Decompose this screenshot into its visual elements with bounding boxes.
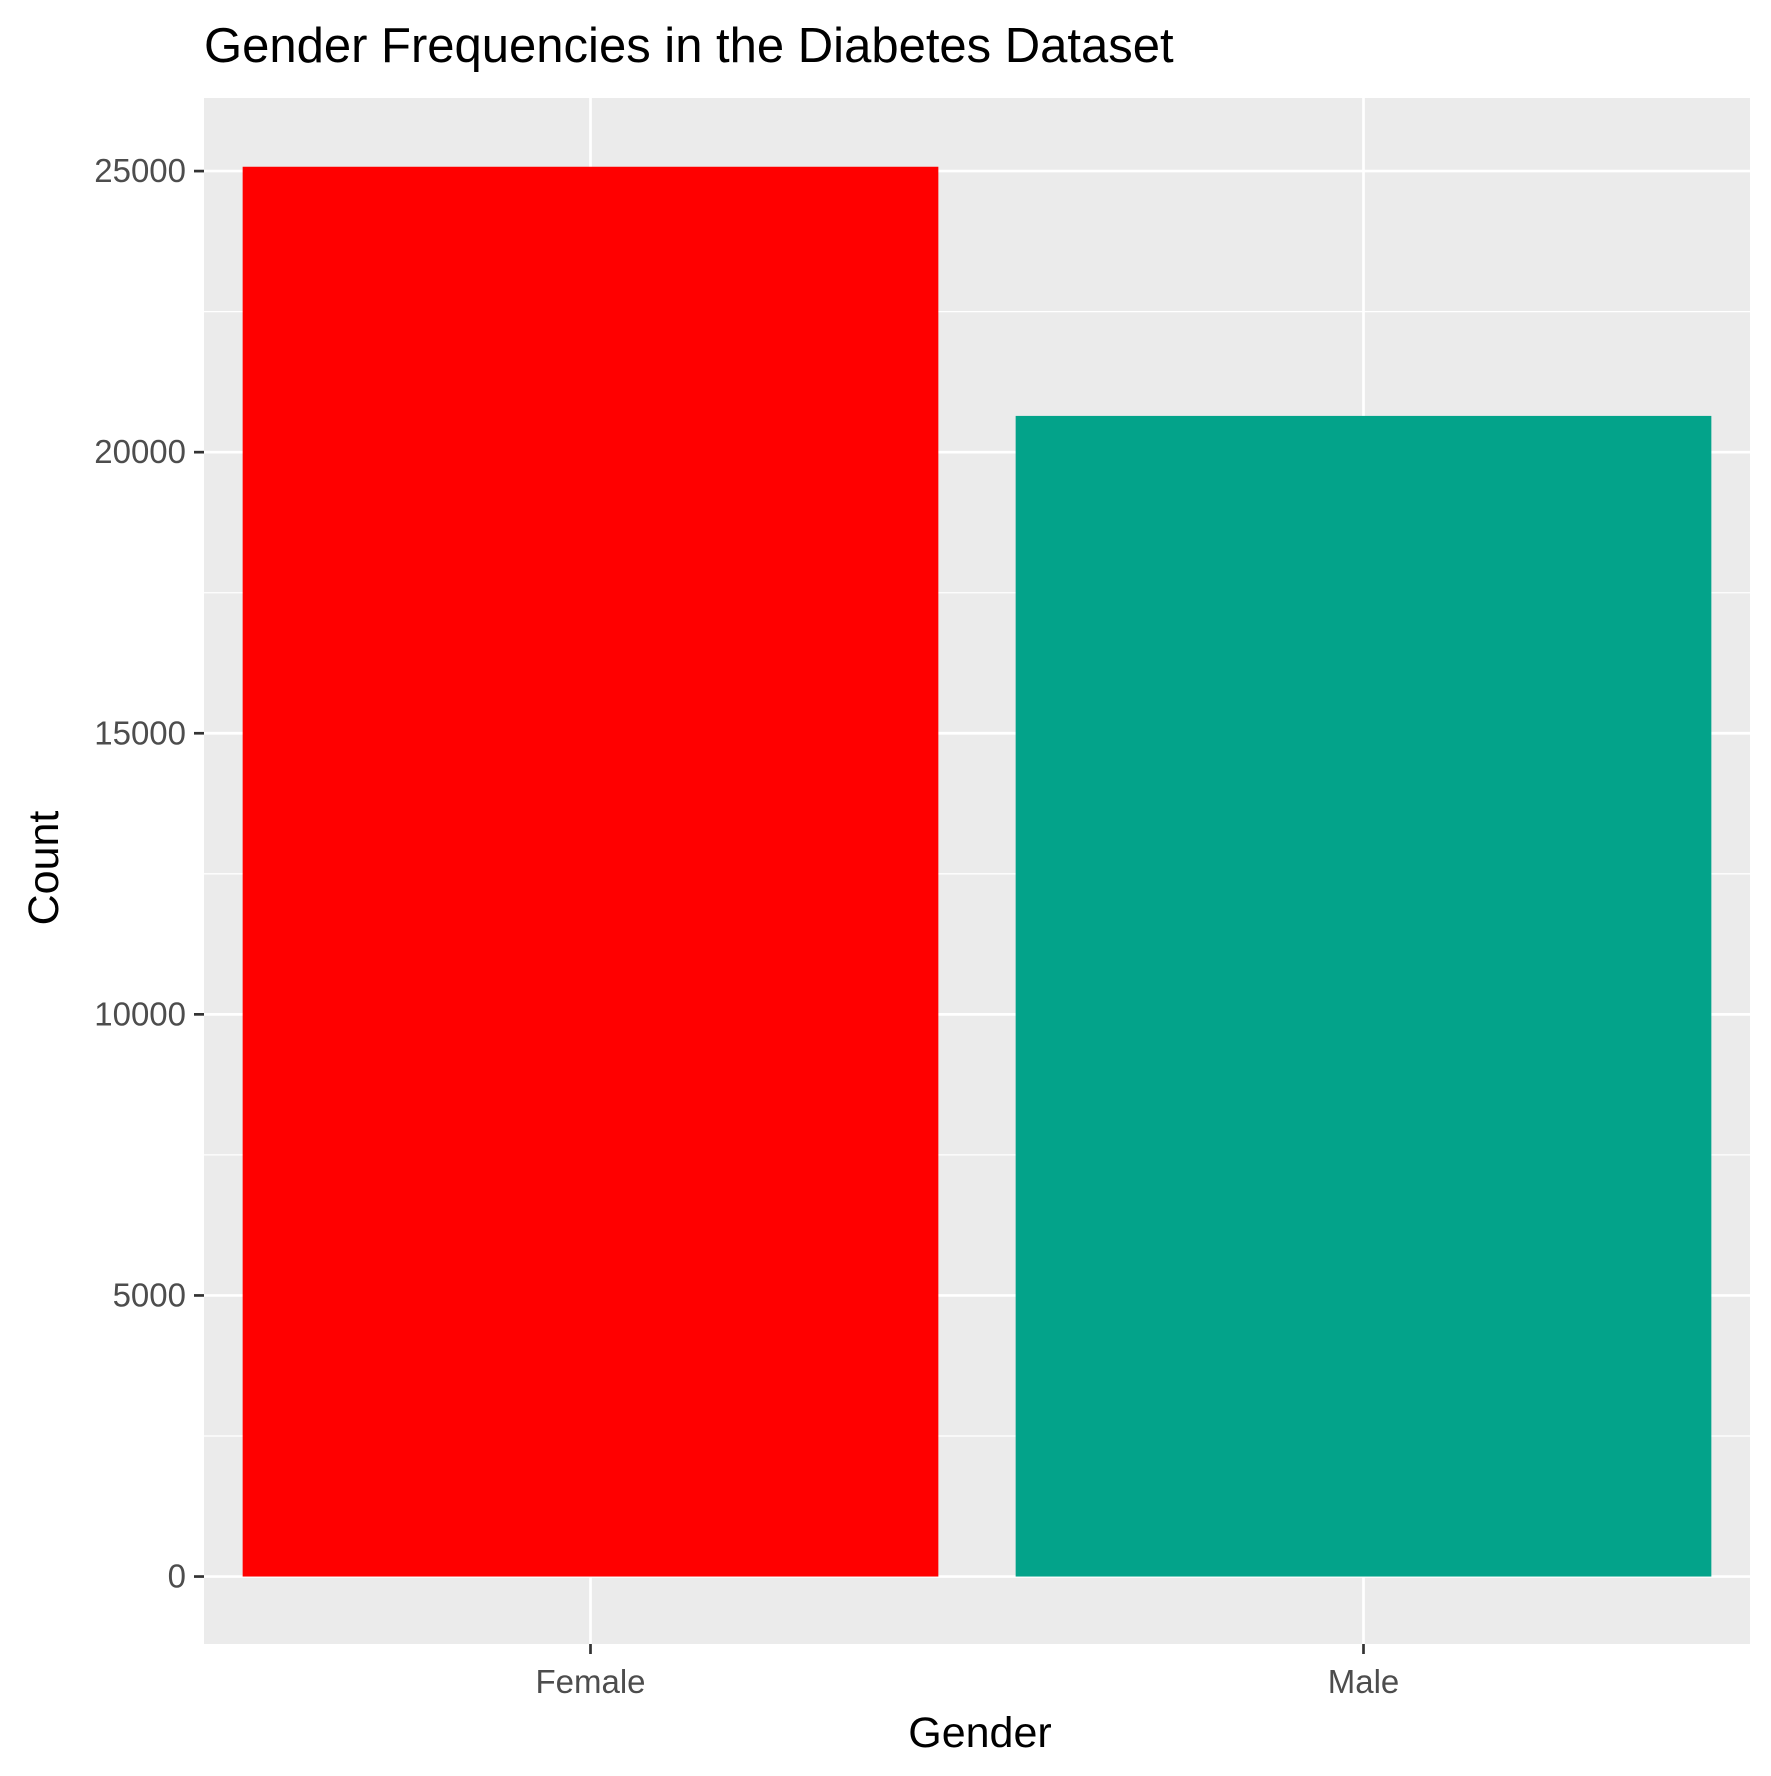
- y-tick-label: 10000: [94, 995, 186, 1032]
- bars: [242, 166, 1712, 1577]
- y-tick-label: 5000: [113, 1276, 186, 1313]
- bar-female: [242, 166, 939, 1577]
- x-tick-label: Female: [535, 1663, 645, 1700]
- chart-title: Gender Frequencies in the Diabetes Datas…: [204, 19, 1174, 73]
- y-axis-title: Count: [20, 811, 68, 926]
- bar-male: [1015, 415, 1712, 1577]
- y-tick-label: 25000: [94, 152, 186, 189]
- y-tick-label: 15000: [94, 714, 186, 751]
- y-tick-label: 0: [168, 1558, 186, 1595]
- x-axis-title: Gender: [908, 1709, 1051, 1757]
- y-tick-label: 20000: [94, 433, 186, 470]
- axes: 0 5000 10000 15000 20000 25000 Female Male: [94, 152, 1399, 1700]
- x-tick-label: Male: [1328, 1663, 1400, 1700]
